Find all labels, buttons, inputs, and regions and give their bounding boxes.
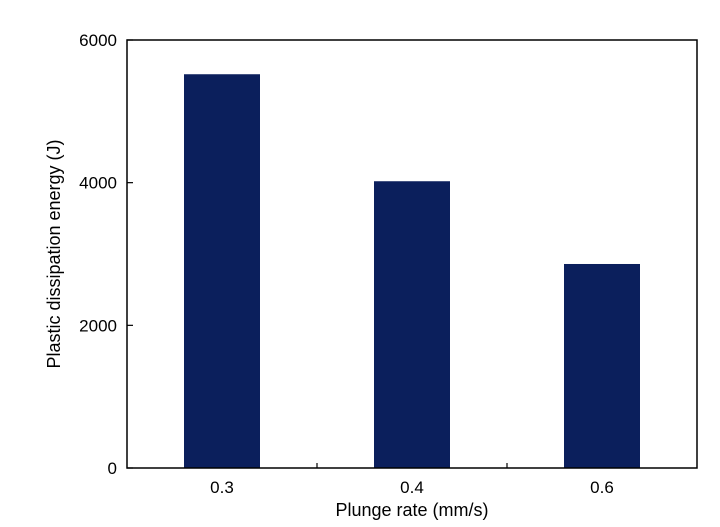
x-tick-label: 0.6 — [590, 478, 614, 497]
bars-group — [184, 74, 640, 469]
x-tick-label: 0.4 — [400, 478, 424, 497]
y-tick-label: 4000 — [79, 174, 117, 193]
y-axis-title: Plastic dissipation energy (J) — [44, 139, 64, 368]
plot-frame — [126, 39, 698, 469]
x-axis-title: Plunge rate (mm/s) — [335, 500, 488, 520]
bar-0.3 — [184, 74, 260, 469]
x-axis: 0.3 0.4 0.6 — [210, 463, 614, 497]
y-tick-label: 6000 — [79, 31, 117, 50]
bar-0.4 — [374, 181, 450, 469]
y-tick-label: 2000 — [79, 316, 117, 335]
x-tick-label: 0.3 — [210, 478, 234, 497]
y-tick-label: 0 — [108, 459, 117, 478]
y-axis: 0 2000 4000 6000 — [79, 31, 133, 478]
bar-0.6 — [564, 263, 640, 468]
